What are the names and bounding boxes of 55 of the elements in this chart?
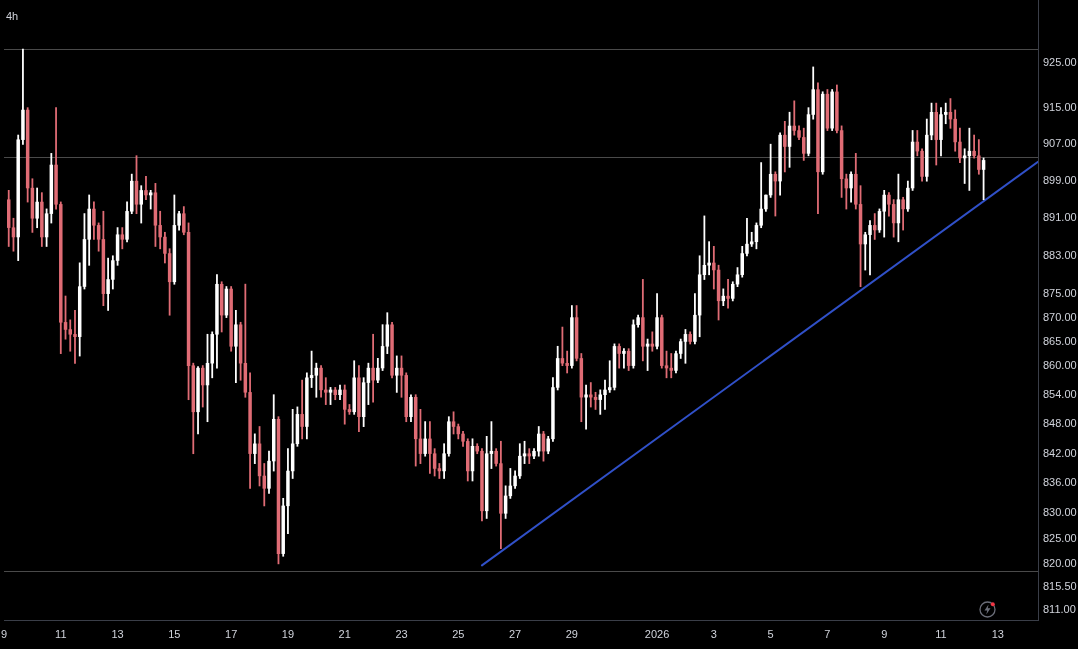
candlestick	[726, 279, 730, 309]
x-tick-label: 25	[452, 627, 465, 640]
candlestick	[962, 148, 967, 184]
y-tick-label: 925.00	[1043, 55, 1077, 68]
candlestick	[148, 189, 153, 210]
candlestick	[868, 220, 872, 276]
y-tick-label: 848.00	[1043, 417, 1077, 430]
x-tick-label: 29	[565, 627, 578, 640]
y-tick-label: 825.00	[1043, 531, 1077, 544]
y-tick-label: 836.00	[1043, 476, 1077, 489]
y-tick-label: 865.00	[1043, 334, 1077, 347]
y-tick-label: 830.00	[1043, 506, 1077, 519]
candlestick	[371, 333, 375, 403]
x-tick-label: 19	[281, 627, 295, 640]
candlestick	[527, 448, 532, 464]
candlestick	[707, 241, 711, 276]
candlestick	[650, 331, 655, 352]
x-tick-label: 5	[767, 627, 774, 640]
candlestick	[565, 350, 569, 374]
text: 4h	[6, 10, 19, 22]
y-tick-label: 854.00	[1043, 387, 1077, 400]
y-tick-label: 891.00	[1043, 211, 1077, 224]
candlestick	[324, 377, 328, 405]
candlestick	[603, 379, 607, 410]
candlestick	[607, 360, 612, 393]
y-tick-label: 883.00	[1043, 248, 1077, 261]
candlestick	[73, 309, 77, 364]
y-tick-label: 815.50	[1043, 579, 1077, 592]
x-tick-label: 21	[338, 627, 351, 640]
y-tick-label: 811.00	[1043, 602, 1076, 615]
y-tick-label: 820.00	[1043, 556, 1077, 569]
y-tick-label: 907.00	[1043, 137, 1077, 150]
y-tick-label: 875.00	[1043, 286, 1077, 299]
y-tick-label: 915.00	[1043, 100, 1077, 113]
x-tick-label: 9	[0, 627, 8, 640]
x-tick-label: 11	[935, 627, 947, 640]
candlestick	[669, 353, 673, 379]
x-tick-label: 2026	[644, 627, 670, 640]
candlestick	[437, 463, 442, 479]
y-tick-label: 860.00	[1043, 358, 1077, 371]
x-tick-label: 15	[168, 627, 181, 640]
x-tick-label: 27	[508, 627, 522, 640]
x-tick-label: 11	[55, 627, 67, 640]
x-tick-label: 23	[395, 627, 408, 640]
x-tick-label: 17	[225, 627, 238, 640]
y-tick-label: 899.00	[1043, 174, 1077, 187]
candlestick	[712, 246, 716, 290]
x-tick-label: 7	[824, 627, 831, 640]
x-tick-label: 3	[710, 627, 717, 640]
y-tick-label: 842.00	[1043, 446, 1077, 459]
x-tick-label: 9	[881, 627, 888, 640]
candlestick	[622, 348, 626, 369]
y-tick-label: 870.00	[1043, 310, 1077, 323]
x-tick-label: 13	[991, 627, 1004, 640]
x-tick-label: 13	[111, 627, 124, 640]
